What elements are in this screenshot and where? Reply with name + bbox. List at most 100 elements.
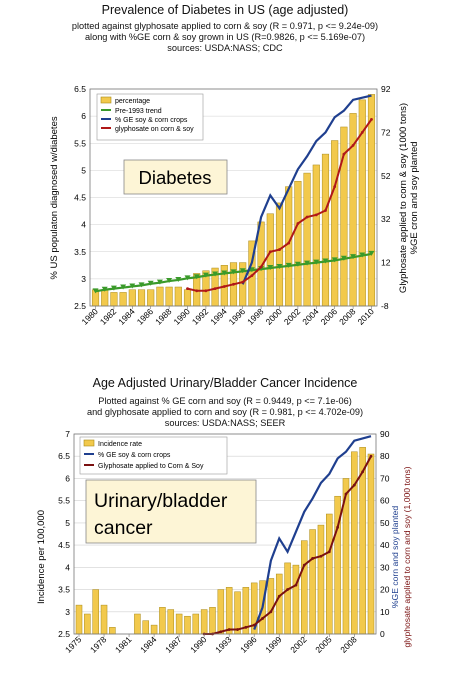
callout-box: [85, 479, 257, 544]
plot-frame: [73, 433, 377, 635]
bar: [142, 620, 149, 635]
bar: [192, 613, 200, 635]
glyphosate-marker: [352, 483, 356, 487]
bar: [317, 524, 325, 635]
legend-label: Incidence rate: [98, 441, 142, 448]
glyphosate-marker: [195, 289, 199, 293]
trend-marker: [304, 260, 311, 266]
bar: [292, 564, 300, 635]
bar: [303, 172, 311, 307]
y2-tick-label: 10: [380, 607, 390, 617]
x-tick-label: 1993: [213, 634, 234, 655]
x-tick-label: 2004: [300, 306, 321, 327]
x-tick-label: 2008: [338, 634, 359, 655]
bar: [331, 140, 339, 307]
trend-marker: [294, 261, 301, 267]
x-tick-label: 2002: [288, 634, 309, 655]
y-axis-label: % US populaton diagnosed w/diabetes: [49, 116, 60, 279]
legend-swatch-bar: [83, 439, 95, 447]
y2-axis-label: %GE cron and soy planted: [409, 141, 420, 254]
glyphosate-marker: [219, 630, 223, 634]
callout-label: cancer: [94, 517, 153, 539]
y-tick-label: 3.5: [74, 247, 86, 257]
trend-marker: [239, 268, 246, 274]
glyphosate-marker: [333, 185, 337, 189]
x-tick-label: 1987: [163, 634, 184, 655]
x-tick-label: 1986: [135, 306, 156, 327]
bar: [294, 180, 302, 307]
bar: [234, 591, 241, 635]
legend: percentage Pre-1993 trend % GE soy & cor…: [96, 93, 204, 141]
bar: [217, 589, 225, 635]
bar: [147, 289, 155, 307]
y-tick-label: 2.5: [74, 301, 86, 311]
glyphosate-marker: [370, 117, 373, 121]
chart-subtitle-line: and glyphosate applied to corn and soy (…: [86, 407, 364, 417]
x-tick-label: 2005: [313, 634, 334, 655]
trend-marker: [285, 262, 292, 268]
chart-subtitle-line: along with %GE corn & soy grown in US (R…: [84, 32, 366, 42]
trend-marker: [166, 278, 173, 284]
legend-label: glyphosate on corn & soy: [115, 126, 194, 133]
x-tick-label: 1982: [98, 306, 119, 327]
y-axis-label: Incidence per 100,000: [36, 510, 47, 604]
glyphosate-marker: [361, 470, 365, 474]
x-tick-label: 1981: [113, 634, 134, 655]
glyphosate-marker: [186, 287, 189, 291]
glyphosate-marker: [342, 152, 346, 156]
legend-box: [96, 93, 204, 141]
ge-crops-line: [253, 435, 372, 630]
glyphosate-marker: [311, 557, 314, 560]
bar: [109, 627, 116, 635]
glyphosate-marker: [232, 282, 235, 286]
x-tick-label: 2002: [282, 306, 303, 327]
bladder-cancer-chart-panel: Age Adjusted Urinary/Bladder Cancer Inci…: [0, 352, 450, 688]
y2-axis-label: glyphosate applied to corn and soy (1,00…: [402, 466, 412, 647]
x-tick-label: 2000: [263, 306, 284, 327]
y2-axis-label: Glyphosate applied to corn & soy (1000 t…: [398, 103, 409, 293]
bar: [119, 292, 127, 307]
glyphosate-marker: [296, 222, 300, 225]
y2-tick-label: 40: [380, 540, 390, 550]
bar: [184, 615, 191, 635]
trend-marker: [368, 250, 375, 256]
trend-marker: [359, 252, 366, 258]
glyphosate-marker: [351, 144, 355, 147]
bar: [367, 94, 376, 307]
trend-marker: [92, 288, 99, 294]
bar: [301, 540, 308, 635]
y-tick-label: 3: [81, 274, 86, 284]
x-tick-label: 2006: [319, 306, 340, 327]
trend-marker: [138, 282, 145, 288]
x-tick-label: 1998: [245, 306, 266, 327]
glyphosate-marker: [227, 628, 231, 631]
x-tick-label: 1999: [263, 634, 284, 655]
x-tick-label: 2008: [337, 306, 358, 327]
bar: [321, 153, 330, 307]
bar: [200, 609, 208, 635]
glyphosate-marker: [268, 250, 272, 254]
glyphosate-marker: [327, 550, 331, 554]
y2-tick-label: -8: [381, 301, 389, 311]
bar: [326, 513, 333, 635]
trend-marker: [350, 254, 357, 260]
glyphosate-marker: [314, 213, 318, 217]
y-tick-label: 4: [81, 220, 86, 230]
glyphosate-marker: [287, 241, 291, 245]
chart-subtitle-line: Plotted against % GE corn and soy (R = 0…: [98, 396, 352, 406]
y2-tick-label: 30: [380, 562, 390, 572]
bar: [128, 289, 136, 307]
x-tick-label: 2010: [355, 306, 376, 327]
diabetes-chart-svg: 2.533.544.555.566.5-81232527292198019821…: [49, 84, 420, 327]
glyphosate-marker: [324, 209, 327, 212]
glyphosate-marker: [250, 274, 254, 278]
x-tick-label: 1990: [171, 306, 192, 327]
glyphosate-marker: [336, 525, 340, 529]
trend-marker: [276, 263, 283, 269]
glyphosate-marker: [302, 563, 306, 567]
bar: [84, 613, 91, 635]
glyphosate-marker: [305, 215, 309, 219]
chart-title: Age Adjusted Urinary/Bladder Cancer Inci…: [92, 376, 358, 390]
y-tick-label: 6.5: [58, 451, 70, 461]
legend-label: Glyphosate applied to Corn & Soy: [98, 463, 204, 470]
